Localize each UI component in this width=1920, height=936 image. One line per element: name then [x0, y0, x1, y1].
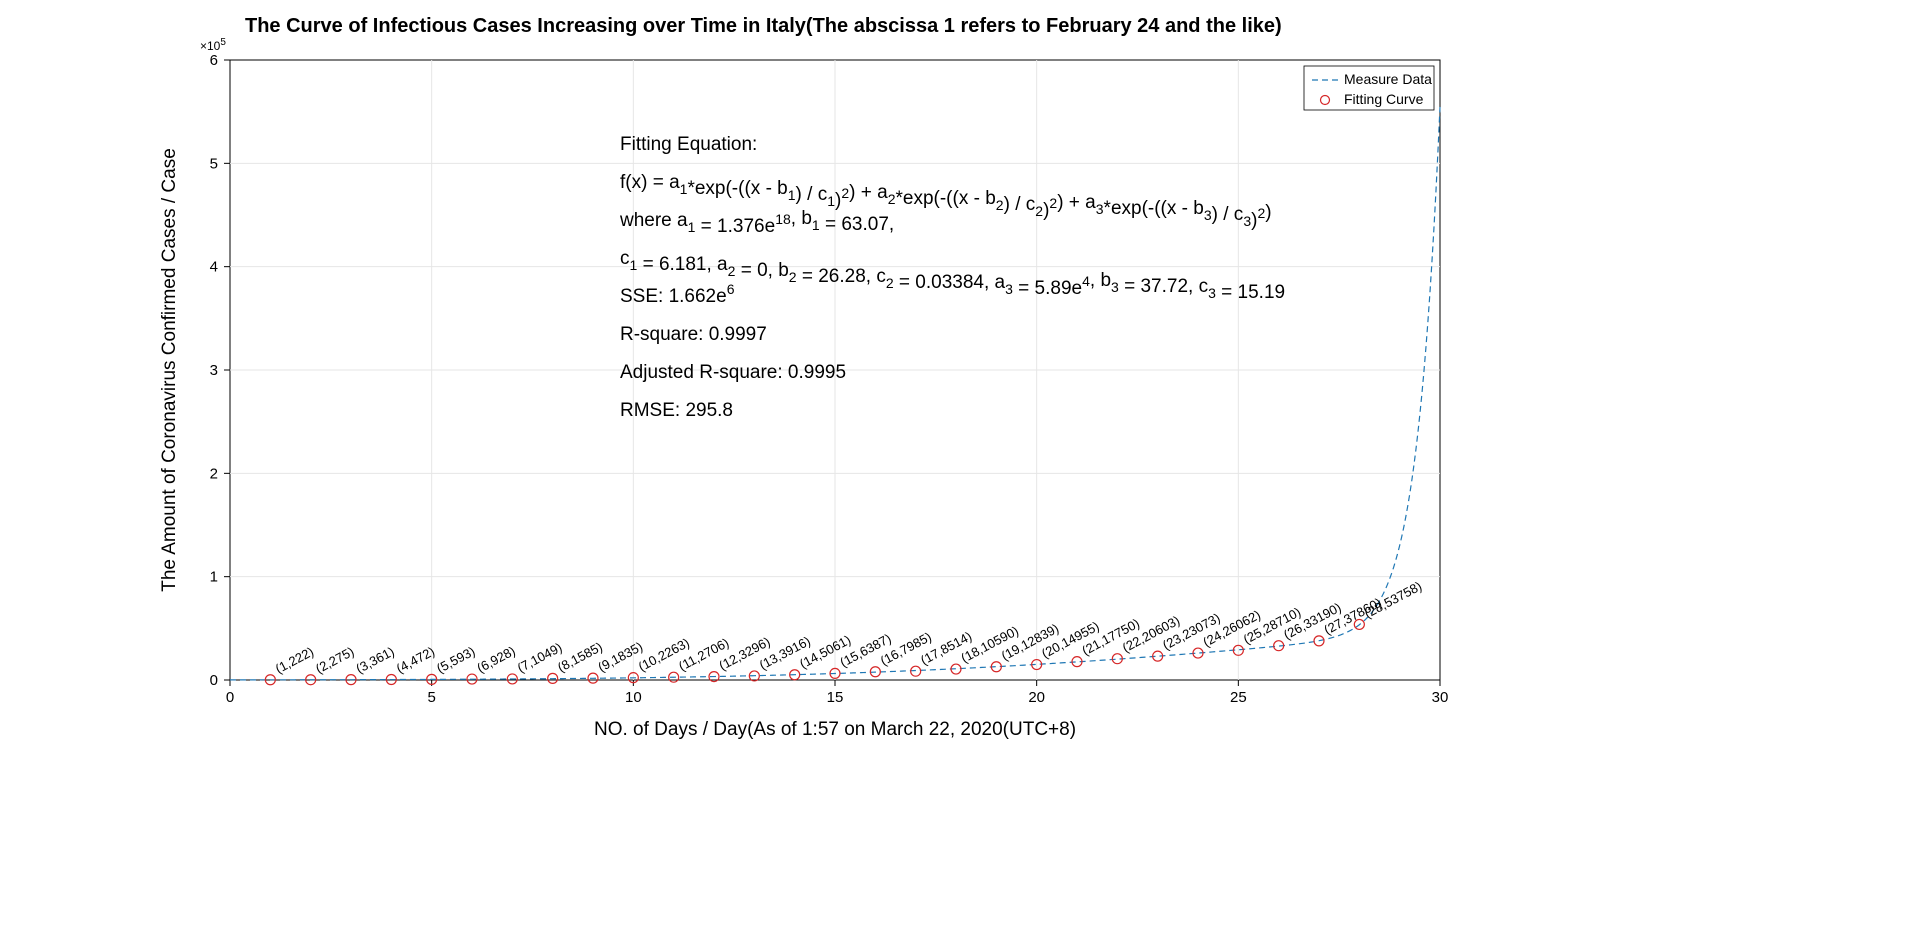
- y-axis-label: The Amount of Coronavirus Confirmed Case…: [159, 148, 180, 592]
- svg-text:3: 3: [210, 362, 218, 379]
- svg-text:2: 2: [210, 465, 218, 482]
- svg-text:6: 6: [210, 52, 218, 69]
- y-axis-exponent: ×105: [200, 37, 226, 53]
- chart-svg: 0 5 10 15 20 25 30 0 1 2 3 4 5 6×105 The Curve of Infe…: [0, 0, 1920, 936]
- svg-text:20: 20: [1028, 689, 1045, 706]
- svg-text:1: 1: [210, 569, 218, 586]
- legend-label: Fitting Curve: [1344, 91, 1424, 107]
- y-ticks: 0 1 2 3 4 5 6: [210, 52, 230, 689]
- svg-text:10: 10: [625, 689, 642, 706]
- equation-line: RMSE: 295.8: [620, 400, 733, 421]
- x-ticks: 0 5 10 15 20 25 30: [226, 680, 1449, 706]
- legend: Measure Data Fitting Curve: [1304, 66, 1434, 110]
- chart-title: The Curve of Infectious Cases Increasing…: [245, 15, 1282, 37]
- svg-text:0: 0: [210, 672, 218, 689]
- svg-text:15: 15: [827, 689, 844, 706]
- equation-line: Adjusted R-square: 0.9995: [620, 362, 846, 383]
- x-axis-label: NO. of Days / Day(As of 1:57 on March 22…: [594, 719, 1076, 740]
- equation-line: R-square: 0.9997: [620, 324, 767, 345]
- legend-label: Measure Data: [1344, 71, 1432, 87]
- svg-text:4: 4: [210, 259, 218, 276]
- equation-line: Fitting Equation:: [620, 134, 757, 155]
- svg-text:0: 0: [226, 689, 234, 706]
- svg-text:25: 25: [1230, 689, 1247, 706]
- svg-text:30: 30: [1432, 689, 1449, 706]
- svg-text:5: 5: [210, 155, 218, 172]
- svg-text:5: 5: [427, 689, 435, 706]
- chart-container: 0 5 10 15 20 25 30 0 1 2 3 4 5 6×105 The Curve of Infe…: [0, 0, 1920, 936]
